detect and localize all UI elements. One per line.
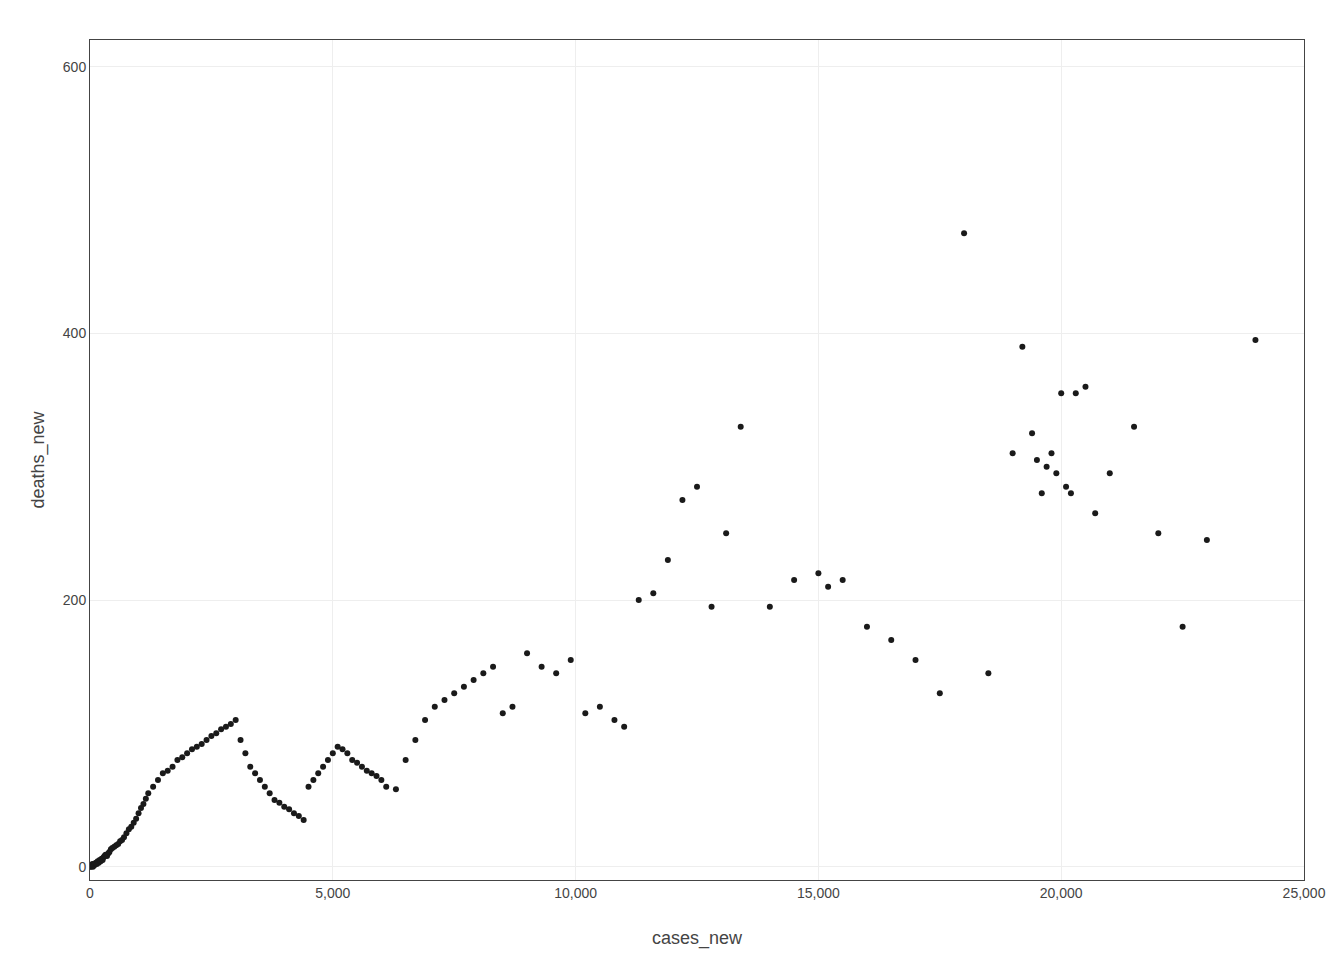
svg-text:20,000: 20,000 [1040,885,1083,901]
svg-text:0: 0 [78,859,86,875]
svg-text:deaths_new: deaths_new [28,410,49,508]
svg-text:200: 200 [63,592,87,608]
svg-text:cases_new: cases_new [652,928,743,949]
svg-text:10,000: 10,000 [554,885,597,901]
svg-text:400: 400 [63,325,87,341]
svg-text:0: 0 [86,885,94,901]
svg-text:15,000: 15,000 [797,885,840,901]
svg-text:5,000: 5,000 [315,885,350,901]
svg-text:600: 600 [63,59,87,75]
svg-text:25,000: 25,000 [1283,885,1326,901]
